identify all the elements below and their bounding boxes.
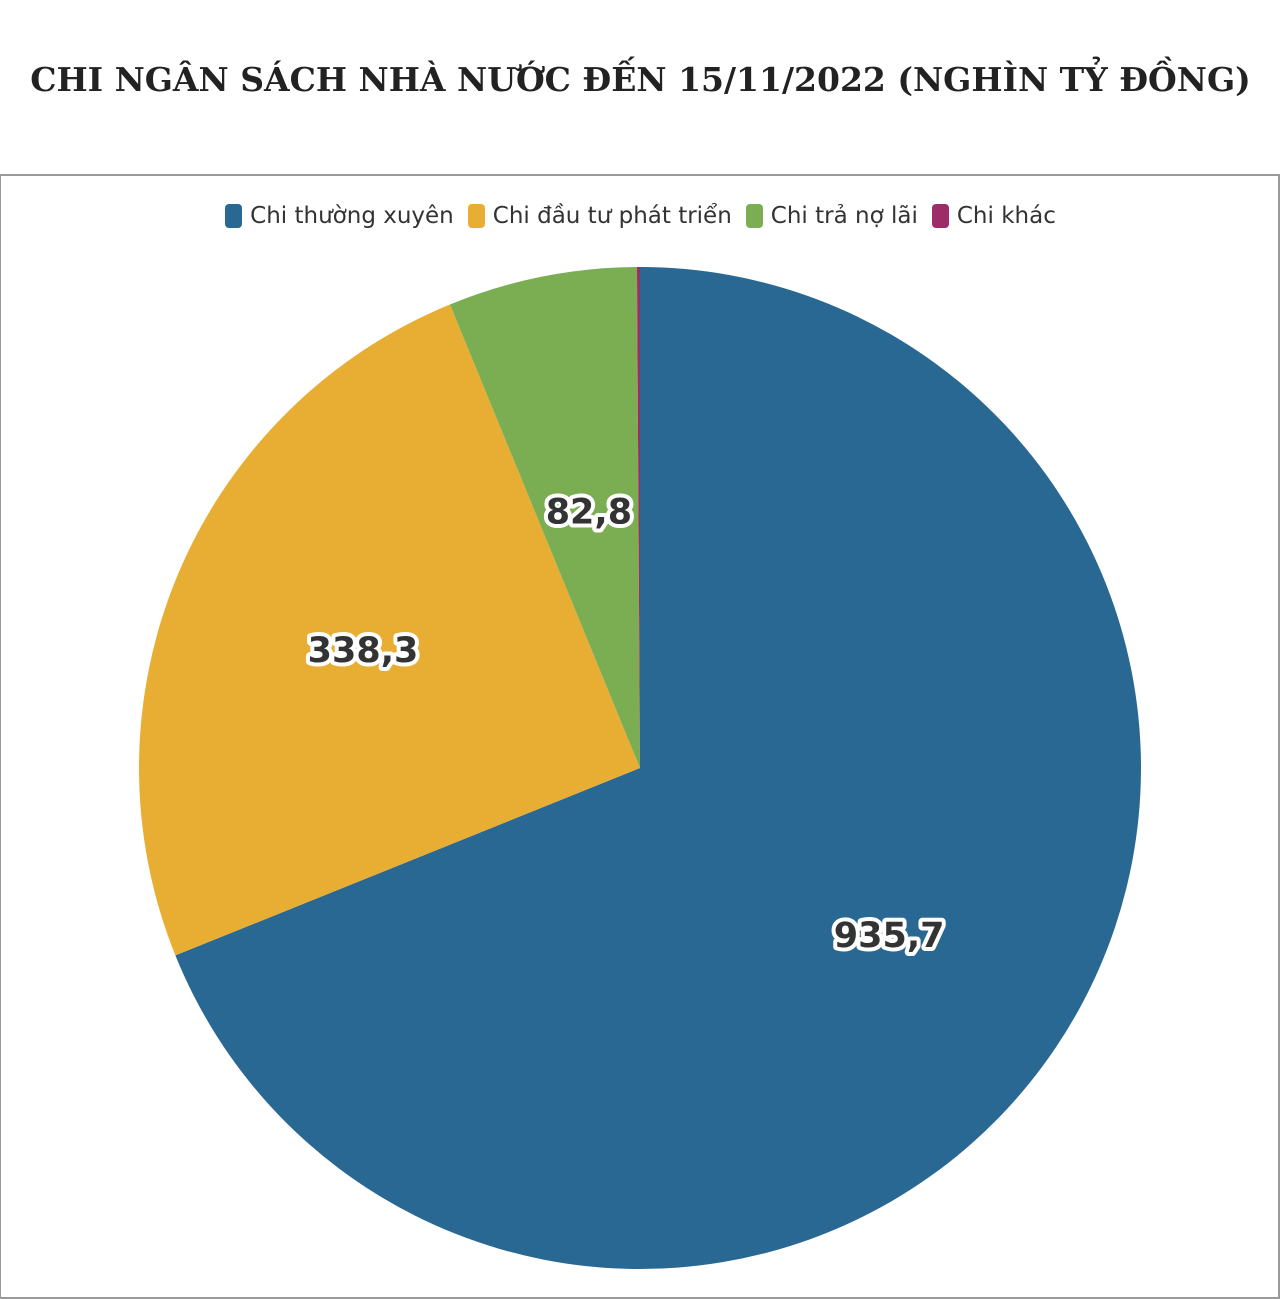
legend-item-chi-khac[interactable]: Chi khác [931,203,1056,229]
legend-label: Chi trả nợ lãi [770,203,918,229]
pie-slice-chi-khac[interactable] [636,267,640,768]
legend-swatch [931,204,949,228]
pie-slice-chi-dau-tu-phat-trien[interactable] [138,304,640,956]
legend-swatch [225,204,243,228]
legend: Chi thường xuyên Chi đầu tư phát triển C… [0,203,1281,229]
legend-label: Chi đầu tư phát triển [492,203,732,229]
chart-frame [0,174,1280,1299]
legend-item-chi-tra-no-lai[interactable]: Chi trả nợ lãi [745,203,918,229]
data-label-chi-dau-tu-phat-trien: 338,3 [308,631,419,671]
pie-slice-chi-tra-no-lai[interactable] [449,267,640,768]
pie-slice-chi-thuong-xuyen[interactable] [175,267,1141,1269]
legend-swatch [745,204,763,228]
legend-label: Chi khác [956,203,1056,229]
chart-title: CHI NGÂN SÁCH NHÀ NƯỚC ĐẾN 15/11/2022 (N… [30,60,1251,99]
legend-swatch [467,204,485,228]
data-label-chi-tra-no-lai: 82,8 [546,493,632,533]
data-label-chi-thuong-xuyen: 935,7 [834,916,945,956]
legend-item-chi-dau-tu-phat-trien[interactable]: Chi đầu tư phát triển [467,203,732,229]
legend-item-chi-thuong-xuyen[interactable]: Chi thường xuyên [225,203,454,229]
legend-label: Chi thường xuyên [250,203,454,229]
